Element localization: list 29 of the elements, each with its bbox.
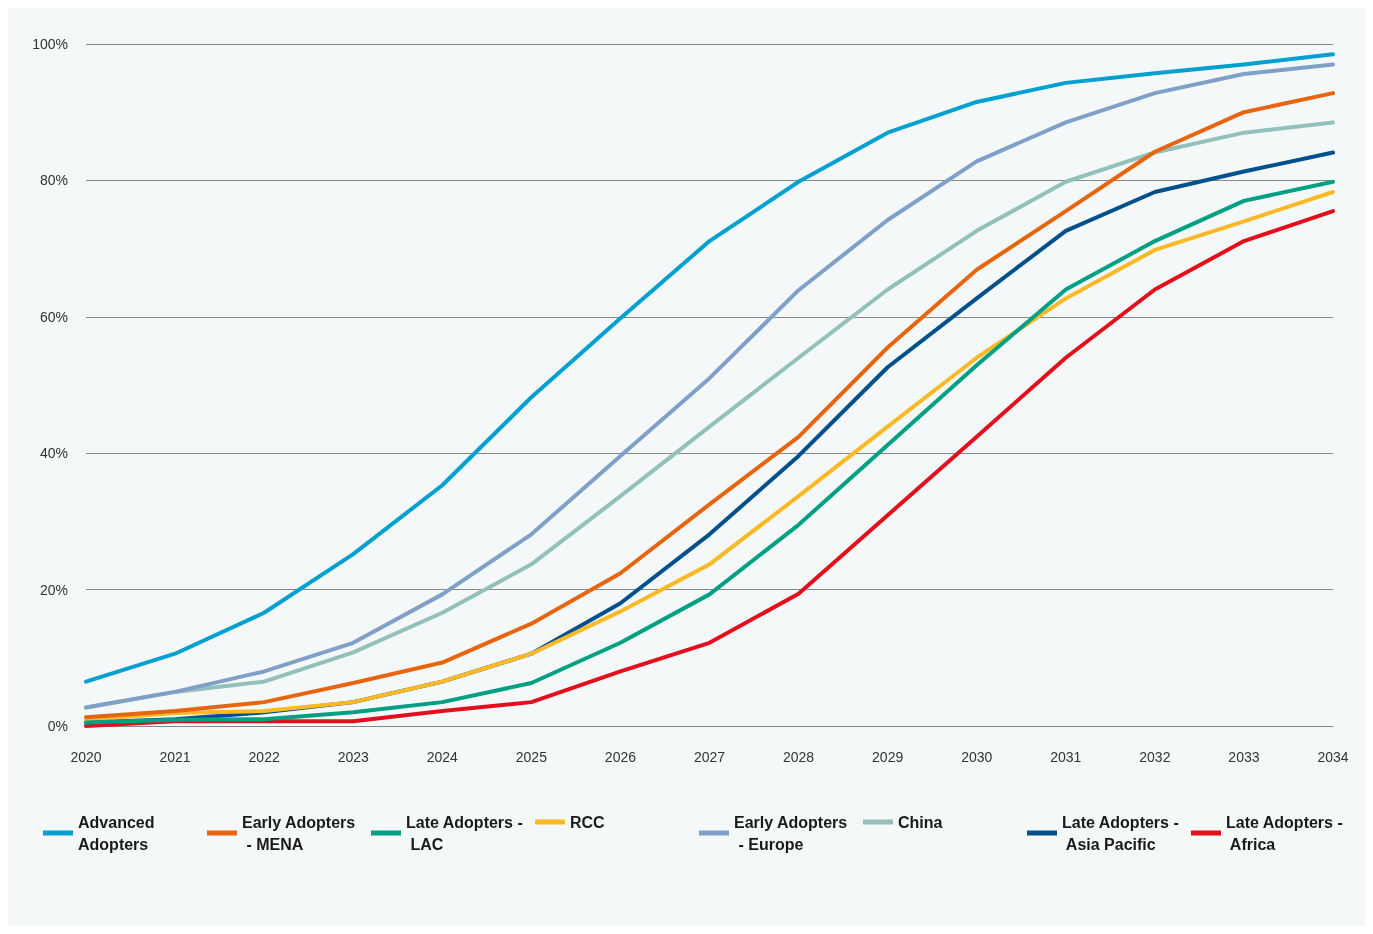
legend-label: China (898, 813, 943, 831)
x-tick-label: 2033 (1228, 749, 1260, 765)
x-tick-label: 2034 (1317, 749, 1349, 765)
legend-label: Late Adopters - LAC (406, 813, 523, 853)
x-tick-label: 2020 (70, 749, 102, 765)
x-tick-label: 2029 (872, 749, 904, 765)
legend-label: Advanced Adopters (78, 813, 159, 853)
y-tick-label: 40% (39, 445, 68, 462)
x-tick-label: 2030 (961, 749, 993, 765)
legend-label: Early Adopters - MENA (242, 813, 356, 853)
x-tick-label: 2023 (337, 749, 369, 765)
legend-label: RCC (570, 813, 606, 831)
x-tick-label: 2027 (693, 749, 726, 765)
x-tick-label: 2028 (782, 749, 815, 765)
x-tick-label: 2026 (604, 749, 637, 765)
legend-label: Late Adopters - Asia Pacific (1062, 813, 1179, 853)
legend-label: Early Adopters - Europe (734, 813, 848, 853)
x-tick-label: 2032 (1139, 749, 1171, 765)
y-tick-label: 60% (39, 308, 68, 325)
x-tick-label: 2031 (1050, 749, 1082, 765)
legend-label: Late Adopters - Africa (1226, 813, 1343, 853)
y-tick-label: 20% (39, 581, 68, 598)
y-tick-label: 80% (39, 172, 68, 189)
y-tick-label: 0% (47, 718, 68, 734)
x-tick-label: 2025 (515, 749, 548, 765)
y-tick-label: 100% (32, 36, 68, 52)
x-tick-label: 2022 (248, 749, 280, 765)
x-tick-label: 2021 (159, 749, 191, 765)
x-tick-label: 2024 (426, 749, 459, 765)
